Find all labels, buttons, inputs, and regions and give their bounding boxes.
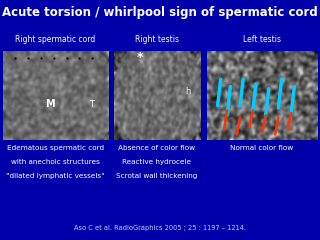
- Text: M: M: [45, 99, 54, 109]
- Text: Normal color flow: Normal color flow: [230, 145, 293, 151]
- Text: "dilated lymphatic vessels": "dilated lymphatic vessels": [6, 173, 105, 179]
- Text: T: T: [89, 100, 94, 109]
- Text: Scrotal wall thickening: Scrotal wall thickening: [116, 173, 197, 179]
- Text: Left testis: Left testis: [244, 35, 281, 44]
- Text: Right testis: Right testis: [135, 35, 179, 44]
- Text: with anechoic structures: with anechoic structures: [11, 159, 100, 165]
- Text: Aso C et al. RadioGraphics 2005 ; 25 : 1197 – 1214.: Aso C et al. RadioGraphics 2005 ; 25 : 1…: [74, 225, 246, 231]
- Text: Right spermatic cord: Right spermatic cord: [15, 35, 95, 44]
- Text: Acute torsion / whirlpool sign of spermatic cord: Acute torsion / whirlpool sign of sperma…: [2, 6, 318, 19]
- Text: Edematous spermatic cord: Edematous spermatic cord: [7, 145, 104, 151]
- Text: h: h: [186, 87, 191, 96]
- Text: Reactive hydrocele: Reactive hydrocele: [122, 159, 191, 165]
- Text: *: *: [137, 51, 143, 64]
- Text: Absence of color flow: Absence of color flow: [118, 145, 195, 151]
